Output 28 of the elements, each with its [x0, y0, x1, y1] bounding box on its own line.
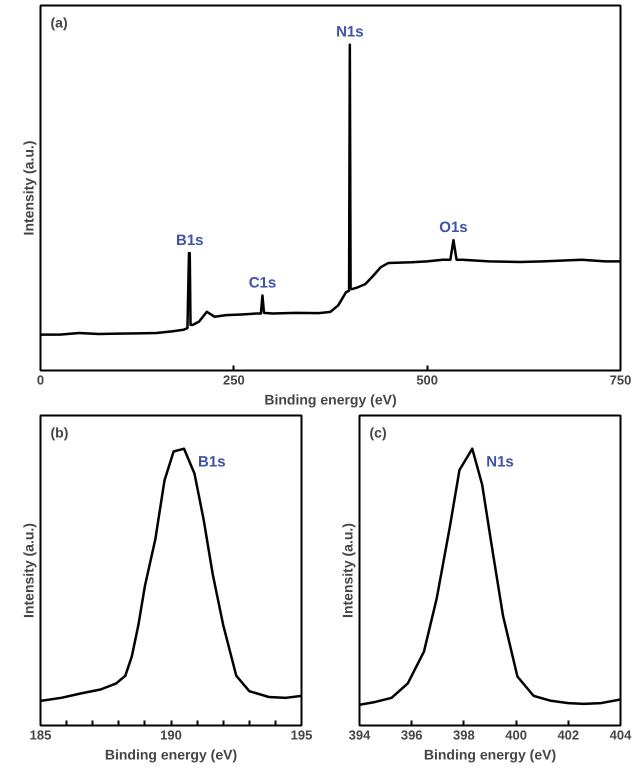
chart-title: (c) [370, 424, 387, 440]
x-axis-title: Binding energy (eV) [424, 746, 556, 762]
annotation: B1s [176, 232, 204, 250]
x-tick-label: 250 [222, 372, 245, 388]
x-tick-label: 404 [610, 728, 632, 742]
annotation: O1s [439, 219, 468, 236]
annotation: N1s [336, 24, 364, 41]
x-tick-label: 185 [30, 728, 52, 742]
chart-title: (b) [50, 424, 68, 440]
annotation: B1s [198, 454, 226, 471]
x-axis-title: Binding energy (eV) [104, 746, 238, 762]
x-tick-label: 400 [505, 728, 527, 742]
x-tick-label: 0 [36, 372, 44, 388]
x-tick-label: 195 [290, 728, 312, 742]
y-axis-title: Intensity (a.u.) [20, 140, 36, 236]
y-axis-title: Intensity (a.u.) [20, 523, 36, 618]
x-tick-label: 394 [348, 728, 372, 742]
x-axis-title: Binding energy (eV) [264, 392, 397, 408]
x-tick-label: 500 [416, 372, 438, 388]
chart-title: (a) [50, 14, 68, 30]
annotation: C1s [248, 274, 276, 292]
y-axis-title: Intensity (a.u.) [340, 523, 356, 618]
annotation: N1s [486, 454, 514, 471]
x-tick-label: 398 [453, 728, 475, 742]
x-tick-label: 396 [400, 728, 423, 742]
x-tick-label: 750 [610, 372, 632, 388]
x-tick-label: 190 [160, 728, 182, 742]
x-tick-label: 402 [557, 728, 580, 742]
